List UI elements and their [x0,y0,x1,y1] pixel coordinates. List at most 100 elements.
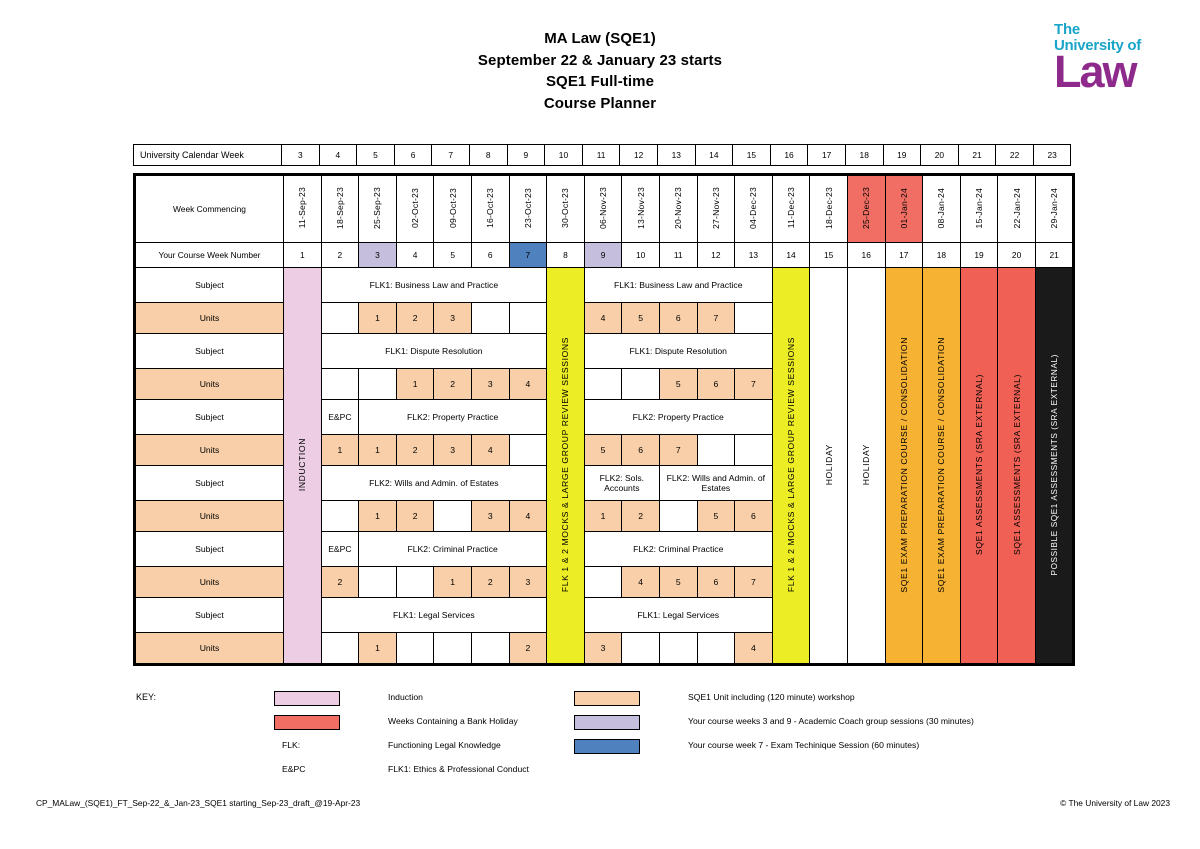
calendar-week-cell: 14 [694,144,734,166]
footer-copyright: © The University of Law 2023 [1060,798,1170,808]
calendar-week-cell: 13 [656,144,696,166]
week-commencing-row: Week Commencing 11-Sep-23 18-Sep-23 25-Sep… [135,175,1074,243]
key-label: Induction [388,692,423,702]
units-row-property-practice: Units 1 1 2 3 4 5 6 7 [135,434,1073,466]
subject-cell-right: FLK2: Criminal Practice [583,531,773,567]
subject-row-label: Subject [135,597,284,633]
mocks-review-column-1: FLK 1 & 2 MOCKS & LARGE GROUP REVIEW SES… [546,267,585,664]
unit-cell: 6 [621,434,660,466]
exam-prep-column-1: SQE1 EXAM PREPARATION COURSE / CONSOLIDA… [884,267,924,664]
subject-cell-right-b: FLK2: Wills and Admin. of Estates [658,465,773,501]
calendar-week-cell: 7 [431,144,470,166]
possible-assessments-column: POSSIBLE SQE1 ASSESSMENTS (SRA EXTERNAL) [1034,267,1074,664]
calendar-week-cell: 18 [844,144,884,166]
unit-cell: 4 [470,434,510,466]
unit-cell: 4 [734,632,773,664]
units-row-label: Units [135,302,284,334]
footer-filename: CP_MALaw_(SQE1)_FT_Sep-22_&_Jan-23_SQE1 … [36,798,361,808]
assessments-column-2: SQE1 ASSESSMENTS (SRA EXTERNAL) [997,267,1036,664]
unit-cell [395,632,435,664]
unit-cell: 1 [358,302,397,334]
subject-cell: FLK1: Business Law and Practice [320,267,548,303]
unit-cell [658,500,698,532]
calendar-week-cell: 4 [318,144,358,166]
title-line-3: SQE1 Full-time [545,73,655,90]
calendar-week-cell: 15 [732,144,771,166]
planner-table: Week Commencing 11-Sep-23 18-Sep-23 25-Sep… [135,175,1074,664]
unit-cell: 1 [358,500,397,532]
assessments-column-1: SQE1 ASSESSMENTS (SRA EXTERNAL) [959,267,999,664]
course-week-number-cell: 20 [997,242,1036,268]
subject-row-label: Subject [135,267,284,303]
unit-cell: 4 [508,368,548,400]
calendar-week-cell: 10 [544,144,583,166]
calendar-week-cell: 6 [393,144,433,166]
calendar-week-cell: 16 [769,144,809,166]
unit-cell: 1 [358,434,397,466]
unit-cell: 2 [621,500,660,532]
units-row-wills-estates: Units 1 2 3 4 1 2 5 6 [135,500,1073,532]
week-commencing-cell: 04-Dec-23 [734,175,773,243]
units-row-label: Units [135,500,284,532]
unit-cell: 1 [433,566,472,598]
course-week-number-row: Your Course Week Number 1 2 3 4 5 6 7 8 9 10 11 12 1… [135,242,1074,268]
unit-cell: 3 [470,368,510,400]
unit-cell [658,632,698,664]
unit-cell [395,566,435,598]
course-week-number-cell: 12 [696,242,736,268]
unit-cell: 7 [734,566,773,598]
unit-cell: 5 [658,368,698,400]
exam-prep-column-2: SQE1 EXAM PREPARATION COURSE / CONSOLIDA… [922,267,961,664]
key-code: FLK: [282,740,301,750]
week-commencing-cell: 18-Sep-23 [320,175,360,243]
subject-row-label: Subject [135,399,284,435]
unit-cell: 5 [658,566,698,598]
units-row-label: Units [135,368,284,400]
title-line-1: MA Law (SQE1) [544,30,656,47]
subject-row-dispute-resolution: Subject FLK1: Dispute Resolution FLK1: Dis… [135,333,1073,369]
subject-row-label: Subject [135,531,284,567]
logo-text-law: Law [1054,46,1138,97]
unit-cell: 2 [508,632,548,664]
week-commencing-cell: 29-Jan-24 [1034,175,1074,243]
logo-text-the: The [1054,21,1081,38]
unit-cell [508,302,548,334]
unit-cell: 4 [508,500,548,532]
course-week-number-cell: 18 [922,242,961,268]
unit-cell [583,566,623,598]
unit-cell: 6 [658,302,698,334]
subject-row-business-law: Subject INDUCTION FLK1: Business Law and P… [135,267,1074,664]
week-commencing-cell: 22-Jan-24 [997,175,1036,243]
unit-cell: 3 [508,566,548,598]
unit-cell: 2 [395,434,435,466]
calendar-week-cell: 23 [1032,144,1072,166]
subject-cell-right-a: FLK2: Sols. Accounts [583,465,660,501]
unit-cell [320,368,360,400]
key-label: Functioning Legal Knowledge [388,740,501,750]
unit-cell: 2 [395,500,435,532]
course-week-number-cell: 4 [395,242,435,268]
week-commencing-cell: 25-Sep-23 [358,175,397,243]
week-commencing-cell: 01-Jan-24 [884,175,924,243]
week-commencing-cell: 15-Jan-24 [959,175,999,243]
units-row-label: Units [135,632,284,664]
key-swatch-lilac [574,715,640,730]
week-commencing-cell: 13-Nov-23 [621,175,660,243]
key-label: Your course week 7 - Exam Techinique Ses… [688,740,920,750]
week-commencing-cell: 16-Oct-23 [470,175,510,243]
unit-cell: 6 [696,368,736,400]
course-week-number-cell: 1 [283,242,322,268]
unit-cell: 2 [320,566,360,598]
unit-cell [621,632,660,664]
week-commencing-cell: 08-Jan-24 [922,175,961,243]
unit-cell [433,632,472,664]
calendar-week-row: University Calendar Week 3 4 5 6 7 8 9 10 11 12 13… [133,144,1072,166]
course-week-number-cell: 15 [809,242,848,268]
unit-cell: 3 [433,434,472,466]
week-commencing-cell: 18-Dec-23 [809,175,848,243]
calendar-week-cell: 20 [920,144,959,166]
calendar-week-cell: 21 [957,144,997,166]
unit-cell: 5 [696,500,736,532]
university-of-law-logo: The University of Law [1054,21,1172,97]
week-commencing-cell: 25-Dec-23 [846,175,886,243]
